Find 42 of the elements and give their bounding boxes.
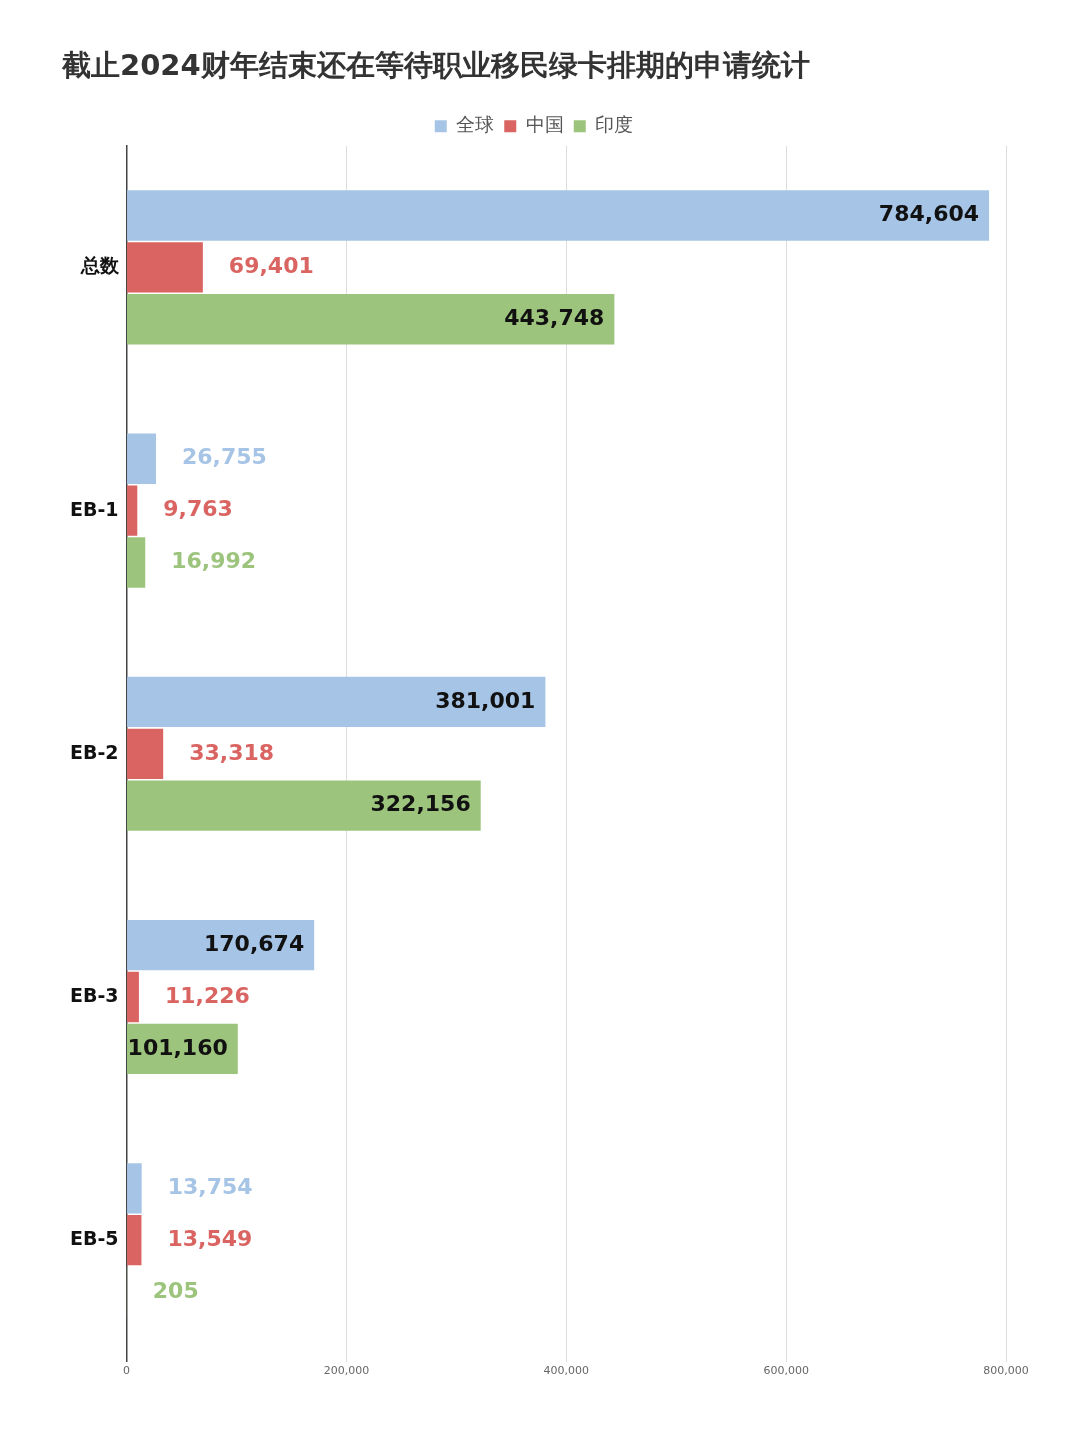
legend-label: 印度: [595, 113, 634, 136]
data-label: 381,001: [435, 687, 536, 713]
legend-label: 全球: [456, 113, 495, 136]
data-label: 101,160: [127, 1034, 228, 1060]
bar: [127, 1215, 142, 1266]
data-label: 9,763: [163, 496, 233, 522]
y-tick-label: EB-2: [69, 740, 119, 763]
data-label: 26,755: [181, 444, 267, 470]
bar: [127, 919, 315, 971]
y-tick-label: EB-3: [69, 983, 119, 1006]
data-label: 443,748: [504, 305, 605, 330]
y-tick-label: EB-1: [69, 497, 119, 520]
data-label: 784,604: [878, 201, 980, 227]
legend-label: 中国: [525, 113, 564, 136]
bar: [127, 190, 990, 241]
bar: [127, 1163, 142, 1214]
bar: [127, 537, 146, 588]
bar: [127, 728, 164, 779]
bar: [127, 294, 615, 345]
data-label: 205: [152, 1277, 199, 1303]
x-tick-label: 400,000: [543, 1364, 590, 1378]
y-tick-label: 总数: [79, 254, 120, 277]
y-tick-label: EB-5: [69, 1227, 119, 1250]
bar: [127, 780, 481, 831]
data-label: 13,549: [167, 1225, 253, 1251]
data-label: 33,318: [189, 739, 275, 765]
bar: [127, 676, 546, 728]
bar: [127, 242, 203, 293]
x-tick-label: 800,000: [983, 1364, 1029, 1378]
x-tick-label: 0: [123, 1364, 131, 1378]
data-label: 170,674: [203, 930, 305, 956]
chart-title: 截止2024财年结束还在等待职业移民绿卡排期的申请统计: [61, 47, 810, 82]
bar: [127, 485, 138, 536]
data-label: 11,226: [164, 982, 250, 1008]
data-label: 69,401: [228, 253, 314, 279]
bar: [127, 433, 156, 484]
data-label: 16,992: [171, 548, 257, 574]
x-tick-label: 600,000: [763, 1364, 809, 1378]
data-label: 322,156: [370, 791, 471, 817]
data-label: 13,754: [167, 1174, 253, 1200]
bar: [127, 971, 139, 1023]
x-tick-label: 200,000: [323, 1364, 370, 1378]
